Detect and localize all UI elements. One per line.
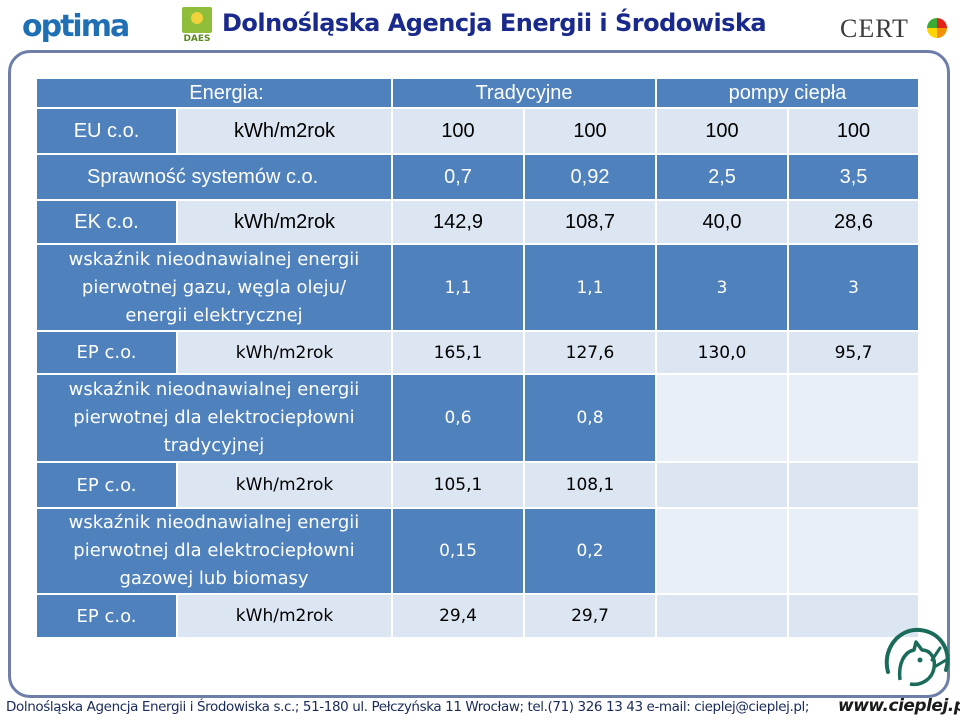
header-tradycyjne: Tradycyjne <box>475 81 573 104</box>
table-cell: kWh/m2rok <box>178 463 391 507</box>
table-cell: 130,0 <box>657 332 787 373</box>
header-pompy: pompy ciepła <box>728 81 847 104</box>
table-cell: Tradycyjne <box>393 79 655 107</box>
daes-logo: DAES <box>180 7 214 45</box>
table-cell: Sprawność systemów c.o. <box>37 155 391 199</box>
table-cell: 29,7 <box>525 595 655 637</box>
footer: Dolnośląska Agencja Energii i Środowiska… <box>6 696 960 720</box>
table-cell <box>657 375 787 461</box>
table-cell: 0,92 <box>525 155 655 199</box>
table-cell: 29,4 <box>393 595 523 637</box>
table-cell: EP c.o. <box>37 595 176 637</box>
table-row: wskaźnik nieodnawialnej energii pierwotn… <box>37 375 918 461</box>
table-cell: kWh/m2rok <box>178 109 391 153</box>
table-cell <box>789 463 918 507</box>
table-row: EU c.o. kWh/m2rok 100 100 100 100 <box>37 109 918 153</box>
table-cell: kWh/m2rok <box>178 201 391 243</box>
table-cell: 0,6 <box>393 375 523 461</box>
table-cell: 100 <box>657 109 787 153</box>
table-cell: 2,5 <box>657 155 787 199</box>
table-row: EP c.o. kWh/m2rok 105,1 108,1 <box>37 463 918 507</box>
table-cell: Energia: <box>37 79 391 107</box>
table-cell: 3 <box>657 245 787 330</box>
table-row: EK c.o. kWh/m2rok 142,9 108,7 40,0 28,6 <box>37 201 918 243</box>
table-cell: 1,1 <box>393 245 523 330</box>
table-row: wskaźnik nieodnawialnej energii pierwotn… <box>37 509 918 593</box>
table-cell: 108,1 <box>525 463 655 507</box>
table-cell: 108,7 <box>525 201 655 243</box>
table-cell: wskaźnik nieodnawialnej energii pierwotn… <box>37 509 391 593</box>
table-cell: EU c.o. <box>37 109 176 153</box>
optima-logo: optima <box>20 9 136 42</box>
agency-title: Dolnośląska Agencja Energii i Środowiska <box>222 9 767 37</box>
table-cell: 105,1 <box>393 463 523 507</box>
table-cell: 0,15 <box>393 509 523 593</box>
table-cell: kWh/m2rok <box>178 332 391 373</box>
table-cell: 142,9 <box>393 201 523 243</box>
sun-icon <box>191 12 203 24</box>
optima-logo-text: optima <box>22 9 128 42</box>
table-cell: 0,2 <box>525 509 655 593</box>
header-energia: Energia: <box>189 81 264 104</box>
table-cell: 1,1 <box>525 245 655 330</box>
table-row: Sprawność systemów c.o. 0,7 0,92 2,5 3,5 <box>37 155 918 199</box>
table-cell <box>657 509 787 593</box>
table-cell: 165,1 <box>393 332 523 373</box>
table-cell <box>789 375 918 461</box>
footer-website-link[interactable]: www.cieplej.pl <box>838 696 960 716</box>
table-cell: 28,6 <box>789 201 918 243</box>
table-cell: wskaźnik nieodnawialnej energii pierwotn… <box>37 245 391 330</box>
table-cell: 3,5 <box>789 155 918 199</box>
table-row: Energia: Tradycyjne pompy ciepła <box>37 79 918 107</box>
table-cell: 100 <box>393 109 523 153</box>
table-cell: EP c.o. <box>37 332 176 373</box>
table-cell <box>789 595 918 637</box>
table-cell: wskaźnik nieodnawialnej energii pierwotn… <box>37 375 391 461</box>
table-cell: EK c.o. <box>37 201 176 243</box>
certo-logo: CERT <box>840 14 950 44</box>
cat-logo-icon <box>884 627 950 687</box>
slide-frame <box>8 50 950 698</box>
table-cell <box>657 463 787 507</box>
header: optima DAES Dolnośląska Agencja Energii … <box>0 0 960 50</box>
table-cell: 0,8 <box>525 375 655 461</box>
table-row: EP c.o. kWh/m2rok 29,4 29,7 <box>37 595 918 637</box>
certo-ball-icon <box>927 18 947 38</box>
table-cell: 95,7 <box>789 332 918 373</box>
table-cell: 100 <box>789 109 918 153</box>
daes-logo-text: DAES <box>183 34 211 44</box>
table-cell: EP c.o. <box>37 463 176 507</box>
table-cell: 127,6 <box>525 332 655 373</box>
table-cell: 40,0 <box>657 201 787 243</box>
footer-address: Dolnośląska Agencja Energii i Środowiska… <box>6 699 810 715</box>
table-cell: 3 <box>789 245 918 330</box>
table-cell: 100 <box>525 109 655 153</box>
table-row: EP c.o. kWh/m2rok 165,1 127,6 130,0 95,7 <box>37 332 918 373</box>
table-cell <box>657 595 787 637</box>
table-cell <box>789 509 918 593</box>
table-cell: pompy ciepła <box>657 79 918 107</box>
certo-logo-text: CERT <box>840 14 909 43</box>
table-cell: kWh/m2rok <box>178 595 391 637</box>
table-row: wskaźnik nieodnawialnej energii pierwotn… <box>37 245 918 330</box>
table-cell: 0,7 <box>393 155 523 199</box>
